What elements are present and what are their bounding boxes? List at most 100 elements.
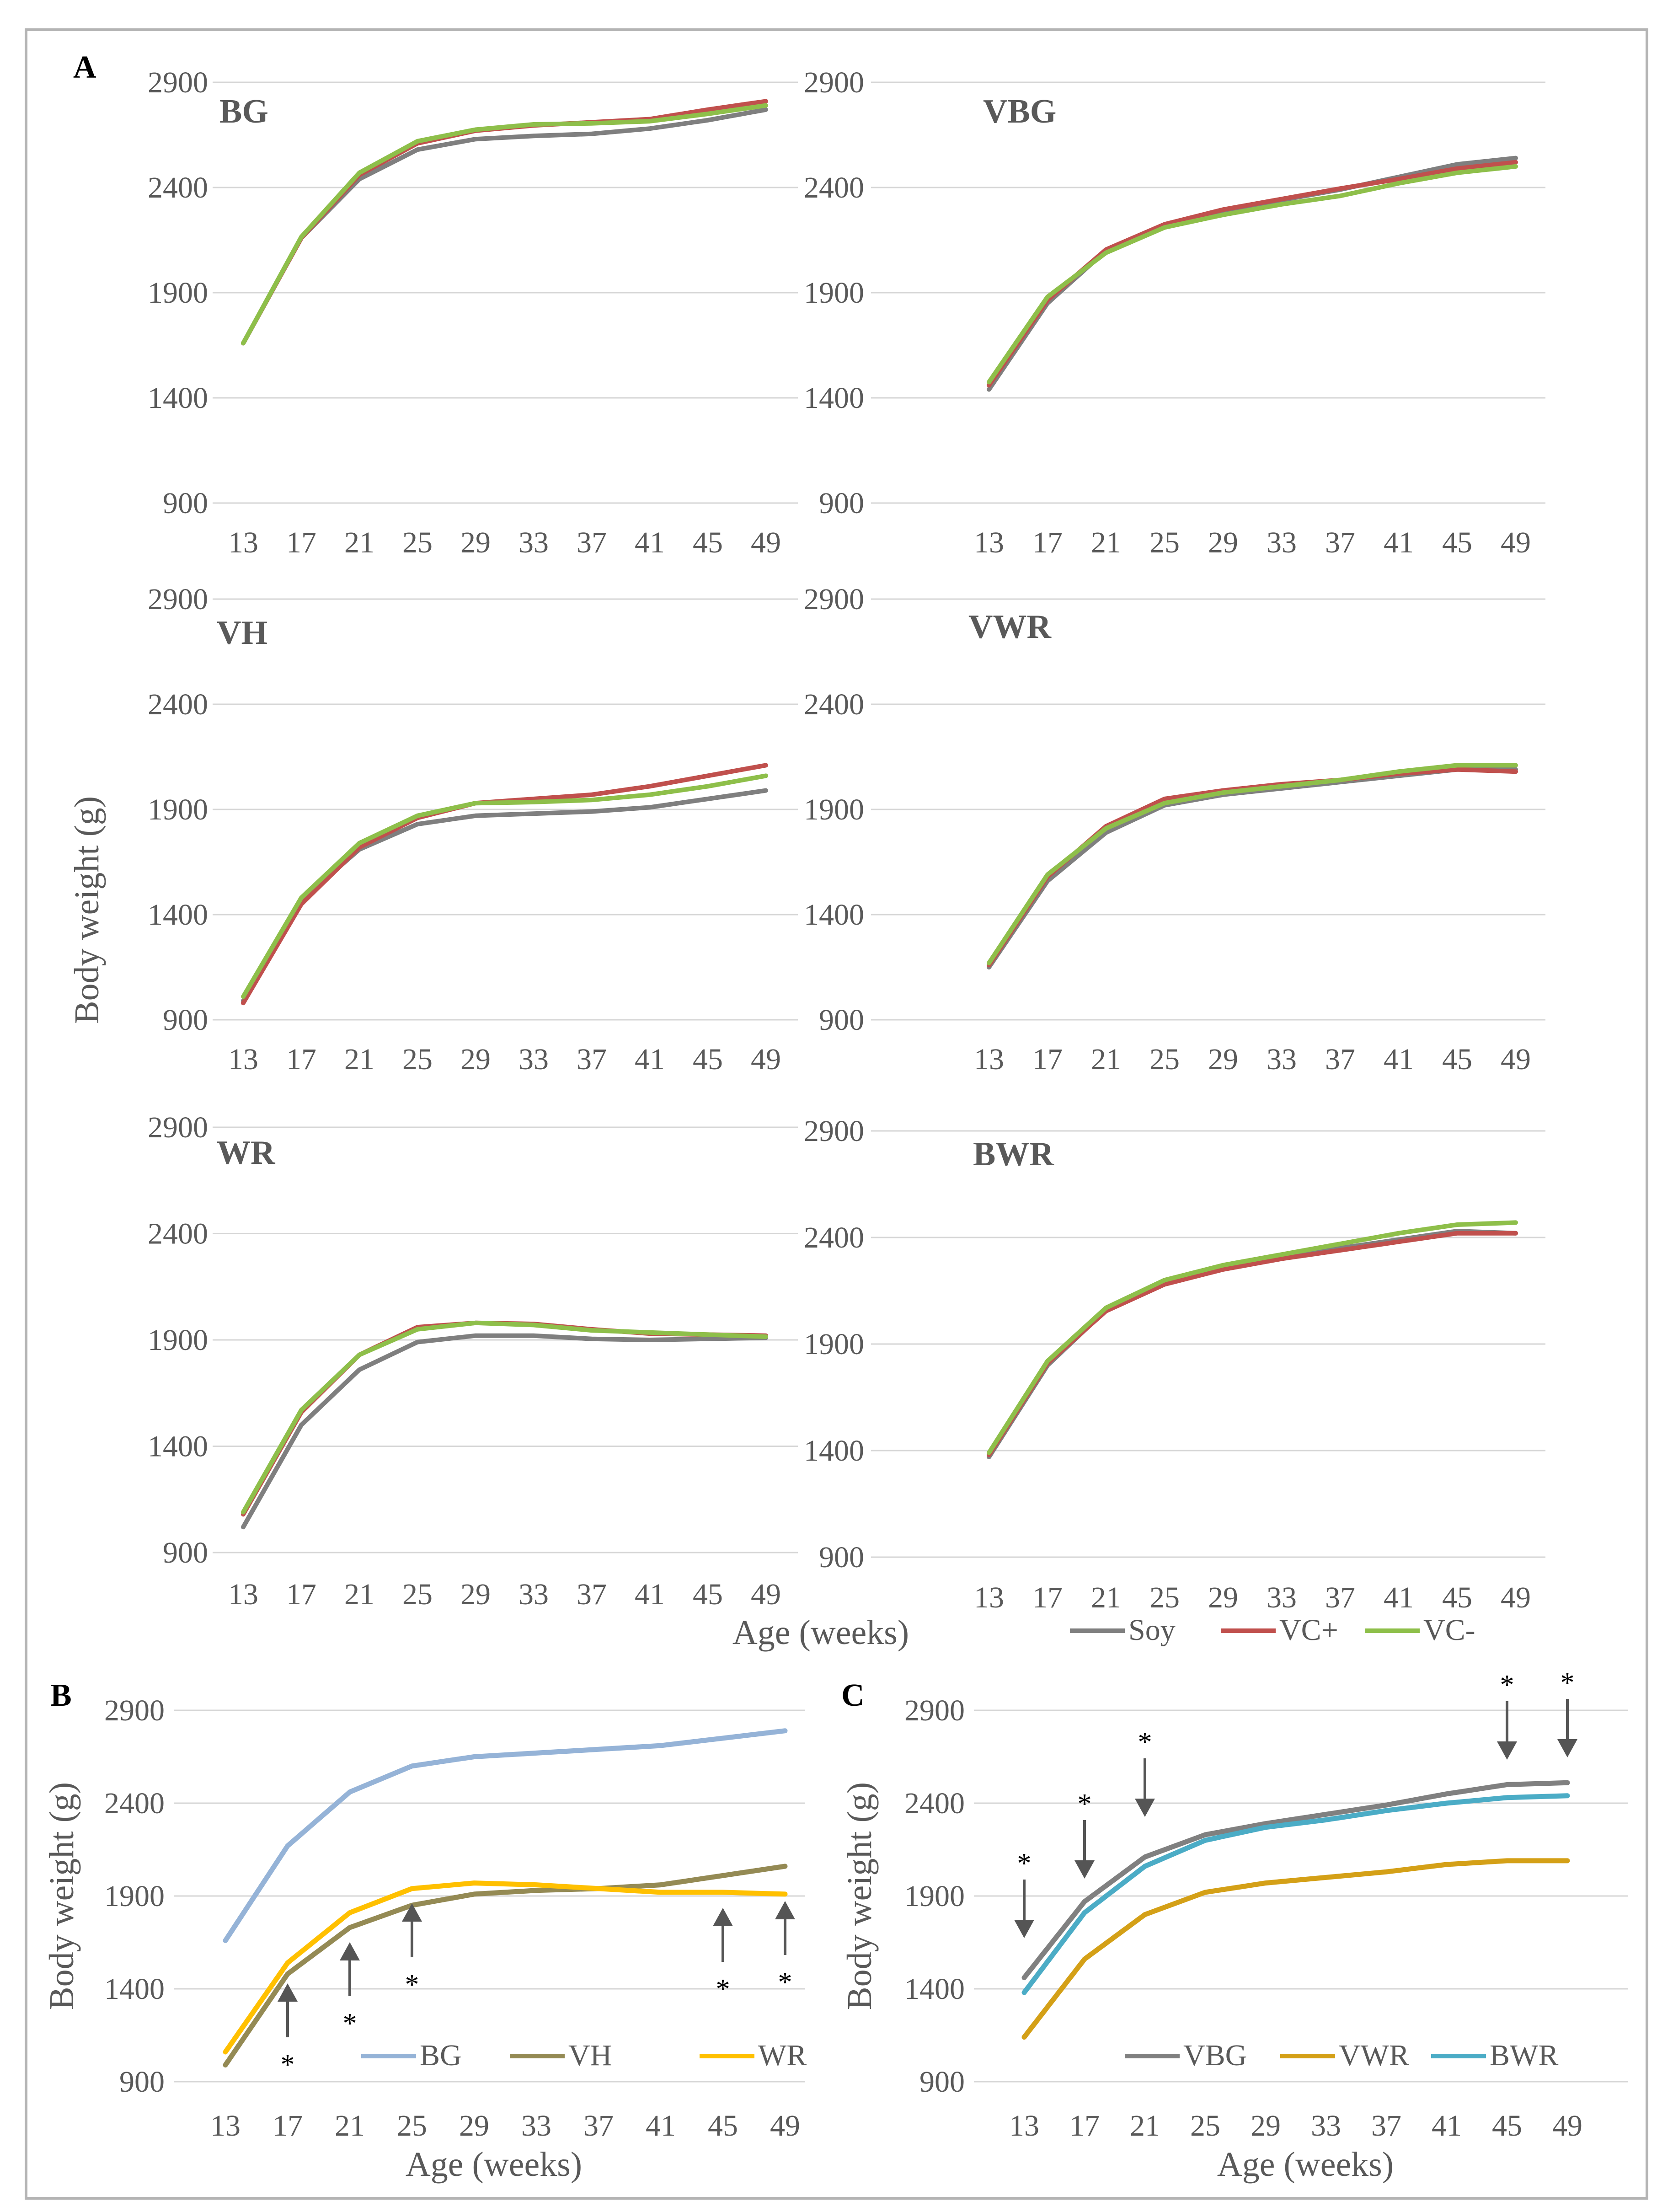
x-tick-label: 17 — [1032, 526, 1063, 559]
x-tick-label: 17 — [286, 1578, 316, 1611]
y-tick-label: 2400 — [804, 1221, 864, 1254]
x-tick-label: 33 — [1267, 1581, 1297, 1614]
x-tick-label: 29 — [1208, 1581, 1238, 1614]
series-line-bg — [223, 1728, 788, 1943]
x-tick-label: 45 — [693, 1578, 723, 1611]
y-tick-label: 2400 — [104, 1787, 165, 1820]
series-line-vcminus — [241, 103, 768, 346]
y-tick-label: 1400 — [904, 1972, 965, 2006]
x-tick-label: 17 — [1069, 2109, 1100, 2142]
chart-C-7: 900 1400 1900 2400 2900 13 17 21 25 29 33 37 41 45 49 *… — [840, 1667, 1628, 2184]
y-tick-label: 1900 — [148, 1323, 208, 1357]
y-tick-label: 2400 — [804, 171, 864, 204]
y-tick-label: 1900 — [804, 276, 864, 310]
chart-panels: 900 1400 1900 2400 2900 13 17 21 25 29 33 37 41 45 49 B… — [43, 66, 1628, 2184]
legend-label: VC+ — [1279, 1613, 1338, 1647]
series-line-vh — [223, 1864, 788, 2067]
x-tick-label: 29 — [460, 1578, 491, 1611]
x-tick-label: 41 — [635, 1043, 665, 1076]
y-tick-label: 2900 — [148, 1111, 208, 1144]
chart-A-bwr: 900 1400 1900 2400 2900 13 17 21 25 29 33 37 41 45 49 B… — [804, 1114, 1545, 1647]
annotation-asterisk: * — [1561, 1667, 1575, 1698]
y-tick-label: 1400 — [804, 1434, 864, 1468]
legend: VBG VWR BWR — [1125, 2039, 1558, 2072]
body-weight-axis-label-a: Body weight (g) — [68, 796, 106, 1024]
x-tick-label: 49 — [1501, 1581, 1531, 1614]
x-tick-label: 49 — [770, 2109, 800, 2142]
x-tick-label: 49 — [751, 526, 781, 559]
annotation-asterisk: * — [1138, 1727, 1152, 1758]
legend-label: BWR — [1490, 2039, 1558, 2072]
x-tick-label: 37 — [583, 2109, 614, 2142]
y-axis-label: Body weight (g) — [43, 1782, 81, 2010]
y-tick-label: 1400 — [804, 381, 864, 415]
panel-label-c: C — [841, 1678, 865, 1713]
y-tick-label: 2400 — [148, 171, 208, 204]
annotation-asterisk: * — [1078, 1789, 1092, 1820]
x-tick-label: 13 — [210, 2109, 241, 2142]
x-tick-label: 29 — [459, 2109, 489, 2142]
x-tick-label: 49 — [1501, 526, 1531, 559]
x-tick-label: 33 — [518, 1043, 549, 1076]
x-tick-label: 33 — [518, 526, 549, 559]
legend-label: BG — [420, 2039, 462, 2072]
y-tick-label: 1400 — [804, 898, 864, 932]
annotation-arrowhead — [278, 1983, 298, 2002]
chart-title: VH — [217, 614, 267, 652]
annotation-arrowhead — [775, 1901, 795, 1919]
x-tick-label: 37 — [1325, 1043, 1355, 1076]
x-tick-label: 21 — [344, 526, 374, 559]
x-tick-label: 33 — [1267, 1043, 1297, 1076]
y-axis-label: Body weight (g) — [840, 1782, 879, 2010]
annotation-arrowhead — [1014, 1920, 1034, 1938]
x-tick-label: 29 — [1208, 1043, 1238, 1076]
x-tick-label: 25 — [397, 2109, 427, 2142]
series-line-vcminus — [241, 1320, 768, 1515]
series-line-soy — [987, 767, 1518, 969]
annotation-asterisk: * — [716, 1974, 730, 2005]
chart-A-vwr: 900 1400 1900 2400 2900 13 17 21 25 29 33 37 41 45 49 V… — [804, 583, 1545, 1076]
chart-B-6: 900 1400 1900 2400 2900 13 17 21 25 29 33 37 41 45 49 *… — [43, 1694, 807, 2184]
x-tick-label: 13 — [1009, 2109, 1039, 2142]
legend-label: VBG — [1183, 2039, 1247, 2072]
x-tick-label: 13 — [228, 1578, 258, 1611]
annotation-arrowhead — [1557, 1739, 1577, 1757]
series-line-soy — [241, 1333, 768, 1530]
x-tick-label: 21 — [1130, 2109, 1160, 2142]
x-tick-label: 17 — [286, 526, 316, 559]
x-tick-label: 41 — [1384, 526, 1414, 559]
y-tick-label: 2900 — [148, 66, 208, 99]
x-axis-label: Age (weeks) — [1217, 2145, 1394, 2184]
x-tick-label: 29 — [460, 1043, 491, 1076]
x-tick-label: 49 — [751, 1578, 781, 1611]
annotation-arrowhead — [402, 1903, 422, 1922]
x-tick-label: 29 — [1208, 526, 1238, 559]
legend-label: VWR — [1339, 2039, 1409, 2072]
x-tick-label: 41 — [1384, 1043, 1414, 1076]
y-tick-label: 2400 — [804, 688, 864, 721]
annotation-asterisk: * — [405, 1969, 419, 2000]
annotation-arrowhead — [1135, 1799, 1155, 1817]
x-tick-label: 41 — [1384, 1581, 1414, 1614]
x-tick-label: 41 — [646, 2109, 676, 2142]
x-tick-label: 13 — [974, 526, 1004, 559]
x-tick-label: 37 — [1325, 1581, 1355, 1614]
age-axis-label-a: Age (weeks) — [732, 1613, 909, 1652]
x-tick-label: 45 — [693, 526, 723, 559]
chart-title: BG — [219, 93, 268, 130]
x-tick-label: 21 — [1091, 1581, 1121, 1614]
y-tick-label: 1400 — [104, 1972, 165, 2006]
series-line-soy — [241, 107, 768, 346]
y-tick-label: 1900 — [804, 1328, 864, 1361]
y-tick-label: 2900 — [904, 1694, 965, 1727]
y-tick-label: 900 — [819, 487, 864, 520]
y-tick-label: 1400 — [148, 1430, 208, 1463]
y-tick-label: 2900 — [148, 583, 208, 616]
x-tick-label: 13 — [974, 1043, 1004, 1076]
y-tick-label: 2400 — [148, 1217, 208, 1251]
x-tick-label: 49 — [1552, 2109, 1582, 2142]
y-tick-label: 1400 — [148, 381, 208, 415]
x-tick-label: 41 — [635, 1578, 665, 1611]
chart-A-wr: 900 1400 1900 2400 2900 13 17 21 25 29 33 37 41 45 49 W… — [148, 1111, 798, 1611]
